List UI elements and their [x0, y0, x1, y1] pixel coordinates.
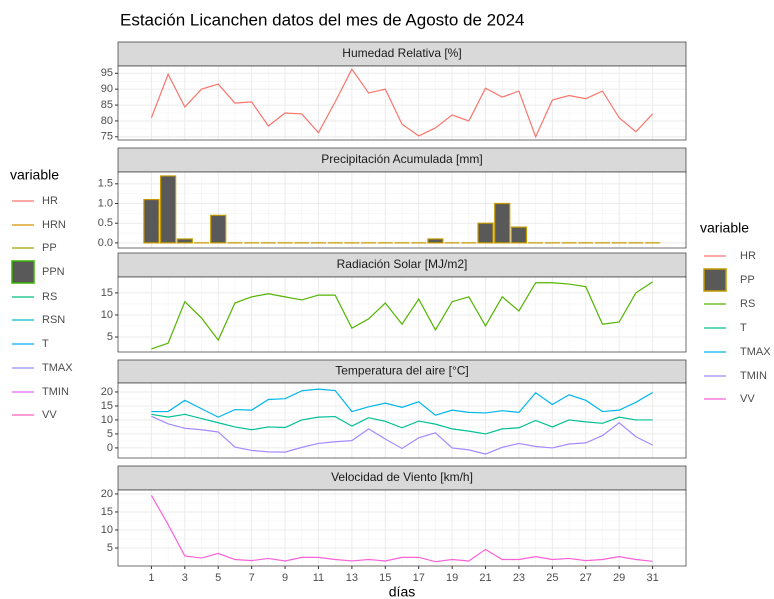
legend-key	[11, 260, 35, 284]
y-tick-label: 1.5	[98, 178, 113, 190]
panel-border	[117, 382, 687, 459]
chart-title: Estación Licanchen datos del mes de Agos…	[120, 10, 525, 29]
legend-label: VV	[42, 409, 57, 421]
bar	[160, 175, 177, 244]
legend-label: VV	[740, 393, 755, 405]
y-tick-label: 80	[101, 115, 113, 127]
strip-label: Velocidad de Viento [km/h]	[331, 470, 473, 484]
y-tick-label: 10	[101, 524, 113, 536]
legend-title: variable	[700, 220, 749, 236]
strip-label: Radiación Solar [MJ/m2]	[337, 257, 468, 271]
y-tick-label: 5	[107, 542, 113, 554]
bar	[427, 238, 444, 244]
y-tick-label: 1.0	[98, 197, 113, 209]
strip-label: Humedad Relativa [%]	[342, 46, 461, 60]
legend-label: PPN	[42, 266, 65, 278]
bar	[477, 222, 494, 244]
panel-border	[117, 489, 687, 567]
y-tick-label: 10	[101, 414, 113, 426]
x-tick-label: 19	[446, 572, 458, 584]
strip-label: Precipitación Acumulada [mm]	[321, 152, 482, 166]
legend-label: T	[42, 338, 49, 350]
line	[151, 415, 653, 455]
y-tick-label: 90	[101, 83, 113, 95]
x-axis-label: días	[389, 584, 415, 599]
bar	[494, 202, 511, 244]
x-tick-label: 31	[646, 572, 658, 584]
y-tick-label: 15	[101, 287, 113, 299]
legend-key	[703, 268, 727, 292]
legend-label: TMIN	[740, 370, 767, 382]
strip-label: Temperatura del aire [°C]	[335, 364, 469, 378]
legend-label: PP	[42, 242, 57, 254]
x-tick-label: 17	[413, 572, 425, 584]
legend-label: RS	[740, 298, 755, 310]
x-tick-label: 21	[479, 572, 491, 584]
panel-border	[117, 276, 687, 353]
x-tick-label: 1	[148, 572, 154, 584]
y-tick-label: 5	[107, 428, 113, 440]
x-tick-label: 7	[249, 572, 255, 584]
x-tick-label: 29	[613, 572, 625, 584]
x-tick-label: 11	[313, 572, 324, 584]
panel-border	[117, 171, 687, 249]
legend-label: TMIN	[42, 386, 69, 398]
y-tick-label: 0	[107, 442, 113, 454]
y-tick-label: 0.5	[98, 217, 113, 229]
line	[150, 68, 654, 139]
line	[150, 495, 653, 563]
y-tick-label: 85	[101, 99, 113, 111]
legend-label: HRN	[42, 219, 66, 231]
strip	[117, 41, 687, 67]
x-tick-label: 23	[513, 572, 525, 584]
x-tick-label: 25	[546, 572, 558, 584]
bar	[510, 226, 528, 244]
legend-label: HR	[740, 250, 756, 262]
y-tick-label: 15	[101, 400, 113, 412]
y-tick-label: 0.0	[98, 237, 113, 249]
legend-title: variable	[10, 167, 59, 183]
panel-border	[117, 65, 687, 141]
x-tick-label: 13	[346, 572, 358, 584]
x-tick-label: 3	[182, 572, 188, 584]
legend-label: RS	[42, 291, 57, 303]
y-tick-label: 15	[101, 506, 113, 518]
y-tick-label: 75	[101, 131, 113, 143]
strip	[117, 252, 687, 278]
line	[151, 413, 653, 435]
line	[151, 281, 653, 350]
bar	[143, 198, 160, 244]
legend-label: RSN	[42, 314, 65, 326]
y-tick-label: 20	[101, 386, 113, 398]
strip	[117, 147, 687, 173]
legend-label: PP	[740, 274, 755, 286]
legend-label: T	[740, 322, 747, 334]
legend-label: TMAX	[740, 346, 771, 358]
bar	[210, 214, 227, 244]
x-tick-label: 27	[580, 572, 592, 584]
bar	[176, 238, 193, 244]
strip	[117, 465, 687, 491]
y-tick-label: 95	[101, 67, 113, 79]
legend-label: HR	[42, 195, 58, 207]
x-tick-label: 9	[282, 572, 288, 584]
x-tick-label: 5	[215, 572, 221, 584]
x-tick-label: 15	[379, 572, 391, 584]
y-tick-label: 5	[107, 331, 113, 343]
line	[151, 388, 653, 418]
y-tick-label: 10	[101, 309, 113, 321]
legend-label: TMAX	[42, 362, 73, 374]
y-tick-label: 20	[101, 488, 113, 500]
